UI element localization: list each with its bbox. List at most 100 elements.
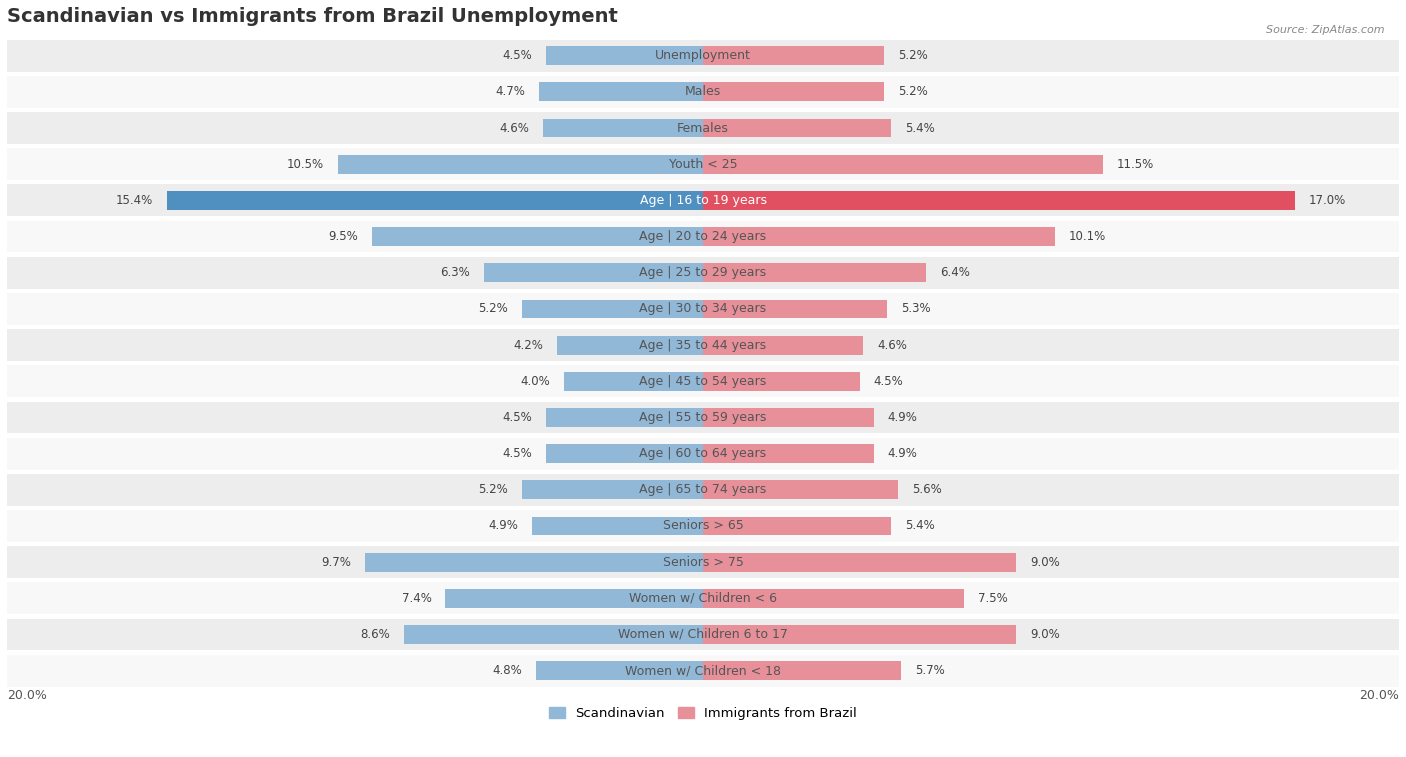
- Bar: [7, 655, 1399, 687]
- Bar: [547, 46, 703, 65]
- Bar: [7, 257, 1399, 288]
- Text: Women w/ Children 6 to 17: Women w/ Children 6 to 17: [619, 628, 787, 641]
- Text: 5.2%: 5.2%: [898, 49, 928, 62]
- Text: Women w/ Children < 18: Women w/ Children < 18: [626, 664, 780, 677]
- Bar: [703, 408, 873, 427]
- Text: 4.6%: 4.6%: [499, 122, 529, 135]
- Bar: [703, 661, 901, 680]
- Bar: [7, 40, 1399, 72]
- Bar: [703, 300, 887, 319]
- Bar: [564, 372, 703, 391]
- Text: 9.5%: 9.5%: [329, 230, 359, 243]
- Text: 4.9%: 4.9%: [887, 447, 917, 460]
- Bar: [7, 76, 1399, 107]
- Bar: [540, 83, 703, 101]
- Text: Age | 20 to 24 years: Age | 20 to 24 years: [640, 230, 766, 243]
- Text: 6.3%: 6.3%: [440, 266, 470, 279]
- Text: 4.5%: 4.5%: [503, 447, 533, 460]
- Text: 4.7%: 4.7%: [496, 86, 526, 98]
- Text: Youth < 25: Youth < 25: [669, 157, 737, 171]
- Bar: [703, 227, 1054, 246]
- Text: 5.7%: 5.7%: [915, 664, 945, 677]
- Text: Age | 60 to 64 years: Age | 60 to 64 years: [640, 447, 766, 460]
- Text: 4.2%: 4.2%: [513, 338, 543, 351]
- Text: Source: ZipAtlas.com: Source: ZipAtlas.com: [1267, 25, 1385, 35]
- Text: Age | 45 to 54 years: Age | 45 to 54 years: [640, 375, 766, 388]
- Bar: [7, 366, 1399, 397]
- Bar: [446, 589, 703, 608]
- Text: Age | 35 to 44 years: Age | 35 to 44 years: [640, 338, 766, 351]
- Text: 6.4%: 6.4%: [939, 266, 970, 279]
- Text: 9.0%: 9.0%: [1031, 628, 1060, 641]
- Bar: [547, 444, 703, 463]
- Text: 4.9%: 4.9%: [887, 411, 917, 424]
- Text: 5.6%: 5.6%: [912, 483, 942, 497]
- Text: 5.2%: 5.2%: [478, 483, 508, 497]
- Bar: [522, 300, 703, 319]
- Text: 11.5%: 11.5%: [1118, 157, 1154, 171]
- Text: 5.2%: 5.2%: [478, 303, 508, 316]
- Text: Males: Males: [685, 86, 721, 98]
- Text: 20.0%: 20.0%: [1360, 690, 1399, 702]
- Bar: [703, 372, 859, 391]
- Bar: [703, 46, 884, 65]
- Bar: [337, 155, 703, 173]
- Text: 5.4%: 5.4%: [905, 519, 935, 532]
- Text: 9.7%: 9.7%: [322, 556, 352, 569]
- Bar: [366, 553, 703, 572]
- Bar: [536, 661, 703, 680]
- Text: Age | 25 to 29 years: Age | 25 to 29 years: [640, 266, 766, 279]
- Bar: [557, 335, 703, 354]
- Text: 5.4%: 5.4%: [905, 122, 935, 135]
- Bar: [7, 185, 1399, 217]
- Text: Age | 55 to 59 years: Age | 55 to 59 years: [640, 411, 766, 424]
- Bar: [7, 148, 1399, 180]
- Bar: [703, 516, 891, 535]
- Text: 17.0%: 17.0%: [1309, 194, 1346, 207]
- Text: Scandinavian vs Immigrants from Brazil Unemployment: Scandinavian vs Immigrants from Brazil U…: [7, 7, 617, 26]
- Bar: [7, 438, 1399, 469]
- Bar: [7, 221, 1399, 253]
- Bar: [7, 510, 1399, 542]
- Text: 4.8%: 4.8%: [492, 664, 522, 677]
- Bar: [373, 227, 703, 246]
- Bar: [703, 444, 873, 463]
- Text: 20.0%: 20.0%: [7, 690, 46, 702]
- Text: 15.4%: 15.4%: [115, 194, 153, 207]
- Text: Age | 30 to 34 years: Age | 30 to 34 years: [640, 303, 766, 316]
- Text: 7.5%: 7.5%: [979, 592, 1008, 605]
- Text: 8.6%: 8.6%: [360, 628, 389, 641]
- Bar: [7, 401, 1399, 433]
- Bar: [543, 119, 703, 138]
- Bar: [703, 83, 884, 101]
- Bar: [703, 263, 925, 282]
- Text: Seniors > 75: Seniors > 75: [662, 556, 744, 569]
- Legend: Scandinavian, Immigrants from Brazil: Scandinavian, Immigrants from Brazil: [548, 707, 858, 720]
- Bar: [7, 329, 1399, 361]
- Text: 7.4%: 7.4%: [402, 592, 432, 605]
- Bar: [703, 191, 1295, 210]
- Text: Women w/ Children < 6: Women w/ Children < 6: [628, 592, 778, 605]
- Bar: [703, 335, 863, 354]
- Bar: [7, 547, 1399, 578]
- Bar: [7, 582, 1399, 614]
- Bar: [7, 618, 1399, 650]
- Text: 4.0%: 4.0%: [520, 375, 550, 388]
- Bar: [703, 625, 1017, 644]
- Bar: [703, 553, 1017, 572]
- Text: Age | 65 to 74 years: Age | 65 to 74 years: [640, 483, 766, 497]
- Bar: [7, 293, 1399, 325]
- Text: 4.5%: 4.5%: [503, 411, 533, 424]
- Text: 4.5%: 4.5%: [873, 375, 903, 388]
- Text: 10.5%: 10.5%: [287, 157, 323, 171]
- Text: 4.6%: 4.6%: [877, 338, 907, 351]
- Text: 4.9%: 4.9%: [489, 519, 519, 532]
- Text: 5.2%: 5.2%: [898, 86, 928, 98]
- Bar: [167, 191, 703, 210]
- Bar: [484, 263, 703, 282]
- Text: Unemployment: Unemployment: [655, 49, 751, 62]
- Bar: [703, 119, 891, 138]
- Text: 5.3%: 5.3%: [901, 303, 931, 316]
- Bar: [703, 481, 898, 499]
- Bar: [7, 474, 1399, 506]
